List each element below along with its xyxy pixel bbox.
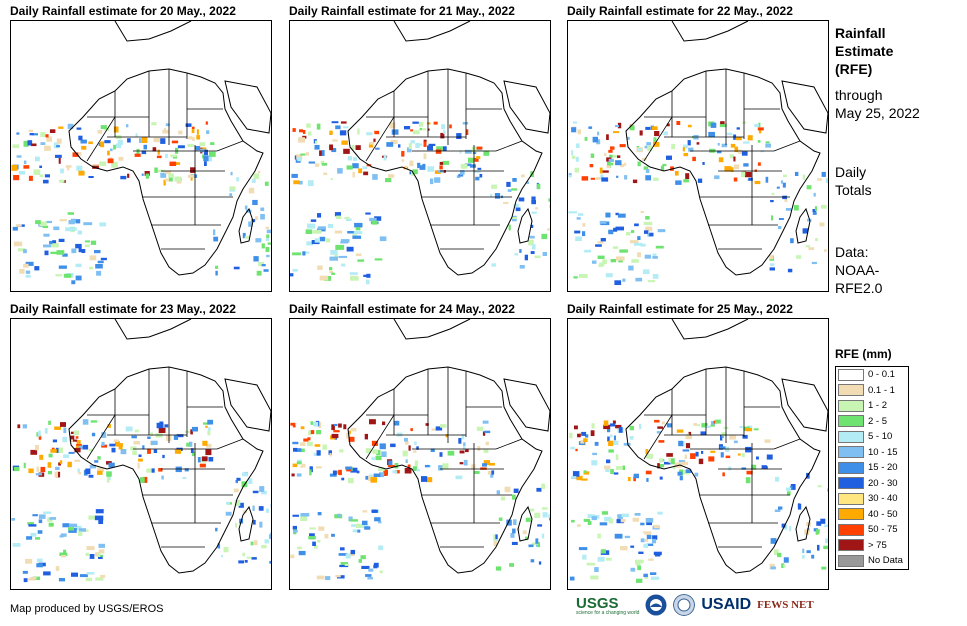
credit-text: Map produced by USGS/EROS	[10, 603, 164, 615]
legend-label: 40 - 50	[868, 508, 898, 520]
legend-title: RFE (mm)	[835, 347, 892, 361]
legend-label: 10 - 15	[868, 446, 898, 458]
legend-label: 50 - 75	[868, 524, 898, 536]
rfe-heading: Rainfall Estimate (RFE)	[835, 25, 894, 77]
noaa-seal-icon	[645, 594, 667, 616]
legend-label: 0.1 - 1	[868, 384, 895, 396]
legend-label: 20 - 30	[868, 477, 898, 489]
legend-swatch	[838, 461, 864, 474]
data-source: Data: NOAA- RFE2.0	[835, 244, 883, 296]
legend-item: 0.1 - 1	[836, 383, 908, 399]
legend-swatch	[838, 508, 864, 521]
legend-swatch	[838, 523, 864, 536]
legend-swatch	[838, 384, 864, 397]
usaid-logo: USAID	[701, 596, 752, 613]
legend-label: 2 - 5	[868, 415, 888, 427]
panel-title: Daily Rainfall estimate for 22 May., 202…	[567, 4, 793, 18]
rainfall-map	[10, 318, 272, 590]
logo-strip: USGS science for a changing world USAID F…	[576, 594, 814, 616]
panel-title: Daily Rainfall estimate for 20 May., 202…	[10, 4, 236, 18]
rainfall-map	[10, 20, 272, 292]
legend-item: 2 - 5	[836, 414, 908, 430]
legend-item: 50 - 75	[836, 522, 908, 538]
legend-swatch	[838, 554, 864, 567]
legend-swatch	[838, 492, 864, 505]
legend-item: 5 - 10	[836, 429, 908, 445]
legend-swatch	[838, 477, 864, 490]
legend-swatch	[838, 399, 864, 412]
fews-net-logo: FEWS NET	[757, 599, 814, 611]
legend-swatch	[838, 430, 864, 443]
legend-label: 5 - 10	[868, 431, 893, 443]
usgs-logo: USGS science for a changing world	[576, 594, 640, 616]
doi-seal-icon	[673, 594, 696, 616]
legend: 0 - 0.1 0.1 - 1 1 - 2 2 - 5 5 - 10 10 - 15 15 …	[835, 366, 909, 570]
daily-totals: Daily Totals	[835, 164, 872, 198]
legend-item: > 75	[836, 538, 908, 554]
legend-item: 30 - 40	[836, 491, 908, 507]
rainfall-map	[289, 20, 551, 292]
rainfall-map	[289, 318, 551, 590]
legend-item: 0 - 0.1	[836, 367, 908, 383]
panel-title: Daily Rainfall estimate for 24 May., 202…	[289, 302, 515, 316]
legend-label: 1 - 2	[868, 400, 888, 412]
legend-label: 15 - 20	[868, 462, 898, 474]
legend-swatch	[838, 539, 864, 552]
legend-item: 40 - 50	[836, 507, 908, 523]
legend-item: 10 - 15	[836, 445, 908, 461]
rainfall-map	[567, 20, 829, 292]
legend-item: 15 - 20	[836, 460, 908, 476]
legend-label: 0 - 0.1	[868, 369, 895, 381]
legend-swatch	[838, 368, 864, 381]
legend-swatch	[838, 415, 864, 428]
legend-item: 20 - 30	[836, 476, 908, 492]
legend-swatch	[838, 446, 864, 459]
legend-item: 1 - 2	[836, 398, 908, 414]
through-date: through May 25, 2022	[835, 87, 920, 121]
panel-title: Daily Rainfall estimate for 23 May., 202…	[10, 302, 236, 316]
panel-title: Daily Rainfall estimate for 25 May., 202…	[567, 302, 793, 316]
panel-title: Daily Rainfall estimate for 21 May., 202…	[289, 4, 515, 18]
rainfall-map	[567, 318, 829, 590]
legend-label: 30 - 40	[868, 493, 898, 505]
legend-label: No Data	[868, 555, 903, 567]
legend-label: > 75	[868, 539, 887, 551]
legend-item: No Data	[836, 553, 908, 569]
